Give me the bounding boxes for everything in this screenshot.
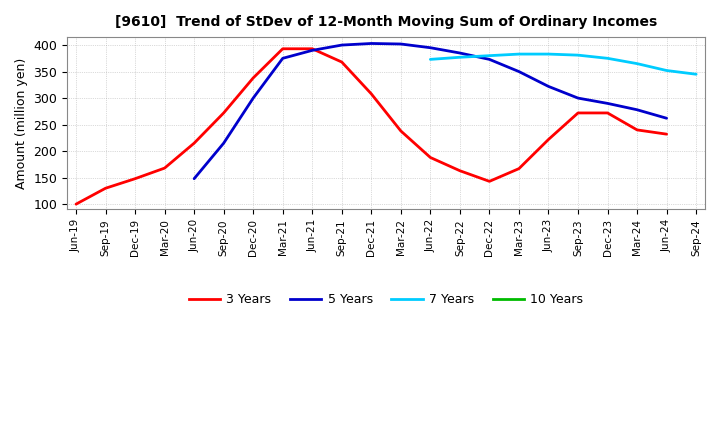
3 Years [131, 176, 140, 181]
3 Years [279, 46, 287, 51]
3 Years [397, 128, 405, 134]
7 Years [603, 56, 612, 61]
Line: 5 Years: 5 Years [194, 44, 667, 179]
5 Years [249, 95, 258, 101]
3 Years [190, 140, 199, 146]
Line: 3 Years: 3 Years [76, 49, 667, 204]
7 Years [662, 68, 671, 73]
5 Years [220, 140, 228, 146]
3 Years [544, 137, 553, 142]
3 Years [456, 168, 464, 173]
5 Years [544, 84, 553, 89]
3 Years [249, 75, 258, 81]
3 Years [515, 166, 523, 171]
3 Years [485, 179, 494, 184]
7 Years [574, 52, 582, 58]
5 Years [397, 41, 405, 47]
5 Years [603, 101, 612, 106]
7 Years [692, 72, 701, 77]
Title: [9610]  Trend of StDev of 12-Month Moving Sum of Ordinary Incomes: [9610] Trend of StDev of 12-Month Moving… [115, 15, 657, 29]
3 Years [662, 132, 671, 137]
Legend: 3 Years, 5 Years, 7 Years, 10 Years: 3 Years, 5 Years, 7 Years, 10 Years [184, 288, 588, 311]
Y-axis label: Amount (million yen): Amount (million yen) [15, 58, 28, 189]
5 Years [633, 107, 642, 112]
5 Years [456, 50, 464, 55]
7 Years [515, 51, 523, 57]
3 Years [426, 155, 435, 160]
5 Years [190, 176, 199, 181]
5 Years [485, 57, 494, 62]
5 Years [367, 41, 376, 46]
3 Years [220, 110, 228, 116]
3 Years [367, 91, 376, 96]
3 Years [574, 110, 582, 116]
3 Years [72, 202, 81, 207]
7 Years [485, 53, 494, 59]
7 Years [426, 57, 435, 62]
7 Years [544, 51, 553, 57]
5 Years [279, 56, 287, 61]
3 Years [633, 127, 642, 132]
7 Years [456, 55, 464, 60]
3 Years [161, 165, 169, 171]
5 Years [515, 69, 523, 74]
5 Years [338, 42, 346, 48]
5 Years [662, 116, 671, 121]
5 Years [308, 48, 317, 53]
3 Years [102, 186, 110, 191]
5 Years [426, 45, 435, 50]
7 Years [633, 61, 642, 66]
3 Years [603, 110, 612, 116]
Line: 7 Years: 7 Years [431, 54, 696, 74]
3 Years [308, 46, 317, 51]
5 Years [574, 95, 582, 101]
3 Years [338, 59, 346, 65]
